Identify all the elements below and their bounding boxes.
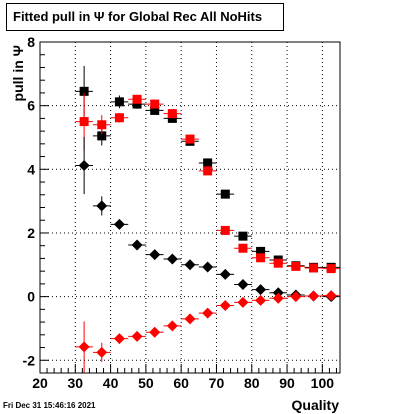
data-point-square xyxy=(273,258,283,268)
data-point-square xyxy=(220,225,230,235)
data-point-diamond xyxy=(219,268,231,280)
data-point-square xyxy=(167,109,177,119)
data-point-diamond xyxy=(184,313,196,325)
data-point-square xyxy=(150,105,160,115)
x-tick-label: 90 xyxy=(279,375,295,391)
data-point-square xyxy=(150,99,160,109)
x-tick-label: 50 xyxy=(138,375,154,391)
data-point-square xyxy=(203,166,213,176)
x-tick-label: 100 xyxy=(311,375,335,391)
data-point-square xyxy=(185,134,195,144)
data-point-square xyxy=(97,131,107,141)
x-axis-label: Quality xyxy=(292,397,340,413)
data-point-square xyxy=(256,246,266,256)
data-point-diamond xyxy=(290,291,302,303)
y-tick-label: 6 xyxy=(27,98,35,114)
data-point-square xyxy=(291,261,301,271)
x-tick-label: 60 xyxy=(173,375,189,391)
y-tick-label: 2 xyxy=(27,225,35,241)
data-point-square xyxy=(114,113,124,123)
data-point-diamond xyxy=(219,300,231,312)
data-point-diamond xyxy=(255,284,267,296)
data-point-square xyxy=(203,158,213,168)
data-point-diamond xyxy=(149,326,161,338)
data-point-square xyxy=(132,94,142,104)
data-point-diamond xyxy=(78,159,90,171)
data-point-diamond xyxy=(166,320,178,332)
x-tick-label: 70 xyxy=(209,375,225,391)
x-tick-label: 40 xyxy=(103,375,119,391)
data-point-square xyxy=(114,97,124,107)
data-point-diamond xyxy=(113,218,125,230)
x-tick-label: 30 xyxy=(68,375,84,391)
y-tick-label: 0 xyxy=(27,289,35,305)
y-axis-label: pull in Ψ xyxy=(10,45,26,101)
data-point-square xyxy=(97,120,107,130)
data-point-diamond xyxy=(166,253,178,265)
data-point-diamond xyxy=(78,341,90,353)
y-tick-label: 8 xyxy=(27,34,35,50)
data-point-diamond xyxy=(255,294,267,306)
data-point-square xyxy=(79,117,89,127)
data-point-diamond xyxy=(237,296,249,308)
data-point-diamond xyxy=(325,290,337,302)
data-point-diamond xyxy=(96,346,108,358)
data-point-square xyxy=(326,264,336,274)
data-point-diamond xyxy=(272,292,284,304)
axis-ticks xyxy=(39,41,337,374)
data-points xyxy=(75,65,340,373)
x-tick-label: 20 xyxy=(32,375,48,391)
data-point-square xyxy=(167,113,177,123)
data-point-square xyxy=(309,263,319,273)
data-point-square xyxy=(220,189,230,199)
data-point-square xyxy=(256,253,266,263)
data-point-square xyxy=(132,99,142,109)
data-point-diamond xyxy=(113,333,125,345)
data-point-diamond xyxy=(149,249,161,261)
data-point-square xyxy=(238,231,248,241)
chart-title: Fitted pull in Ψ for Global Rec All NoHi… xyxy=(6,3,284,31)
data-point-diamond xyxy=(184,259,196,271)
data-point-diamond xyxy=(131,239,143,251)
data-point-diamond xyxy=(96,200,108,212)
data-point-diamond xyxy=(308,290,320,302)
data-point-square xyxy=(79,86,89,96)
x-tick-label: 80 xyxy=(244,375,260,391)
tick-labels: 20 30 40 50 60 70 80 90 100 -2 0 2 4 6 8 xyxy=(23,34,335,391)
y-tick-label: 4 xyxy=(27,161,35,177)
data-point-diamond xyxy=(202,261,214,273)
timestamp: Fri Dec 31 15:46:16 2021 xyxy=(3,401,96,410)
data-point-diamond xyxy=(237,279,249,291)
y-tick-label: -2 xyxy=(23,352,36,368)
data-point-diamond xyxy=(202,307,214,319)
data-point-diamond xyxy=(131,330,143,342)
data-point-square xyxy=(238,243,248,253)
